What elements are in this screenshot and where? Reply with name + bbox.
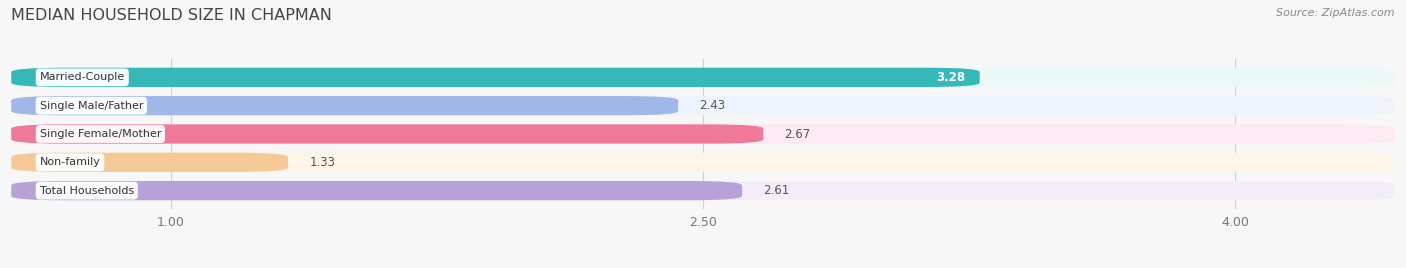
FancyBboxPatch shape bbox=[11, 181, 1395, 200]
Text: Single Male/Father: Single Male/Father bbox=[39, 101, 143, 111]
Text: 3.28: 3.28 bbox=[936, 71, 966, 84]
FancyBboxPatch shape bbox=[11, 96, 1395, 115]
Text: Single Female/Mother: Single Female/Mother bbox=[39, 129, 162, 139]
FancyBboxPatch shape bbox=[11, 153, 1395, 172]
FancyBboxPatch shape bbox=[11, 68, 1395, 87]
Text: Non-family: Non-family bbox=[39, 157, 100, 167]
Text: 1.33: 1.33 bbox=[309, 156, 335, 169]
Text: Married-Couple: Married-Couple bbox=[39, 72, 125, 82]
FancyBboxPatch shape bbox=[11, 124, 763, 144]
FancyBboxPatch shape bbox=[11, 124, 1395, 144]
FancyBboxPatch shape bbox=[11, 181, 742, 200]
Text: 2.67: 2.67 bbox=[785, 128, 811, 140]
Text: 2.43: 2.43 bbox=[699, 99, 725, 112]
Text: Source: ZipAtlas.com: Source: ZipAtlas.com bbox=[1277, 8, 1395, 18]
FancyBboxPatch shape bbox=[11, 96, 678, 115]
FancyBboxPatch shape bbox=[11, 68, 980, 87]
FancyBboxPatch shape bbox=[11, 153, 288, 172]
Text: MEDIAN HOUSEHOLD SIZE IN CHAPMAN: MEDIAN HOUSEHOLD SIZE IN CHAPMAN bbox=[11, 8, 332, 23]
Text: Total Households: Total Households bbox=[39, 186, 134, 196]
Text: 2.61: 2.61 bbox=[763, 184, 790, 197]
